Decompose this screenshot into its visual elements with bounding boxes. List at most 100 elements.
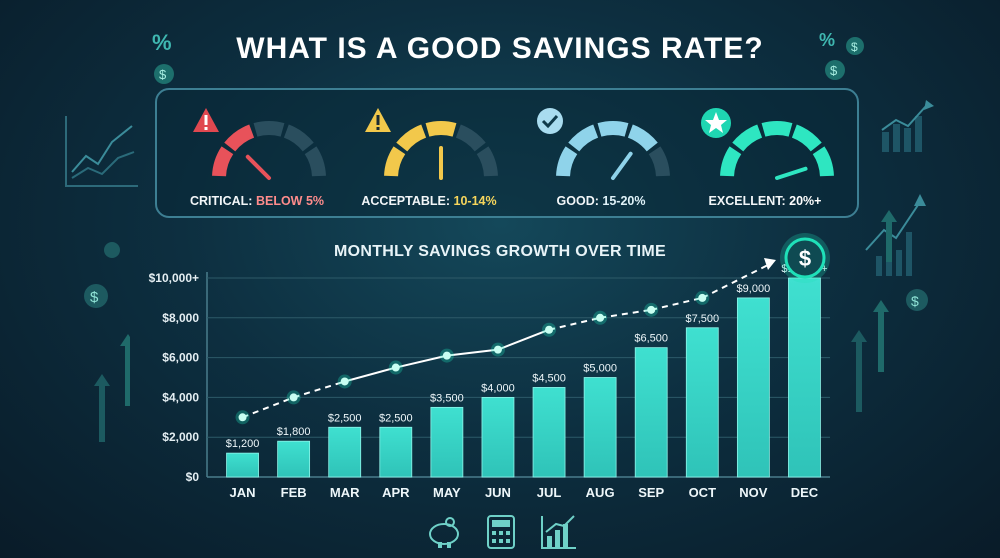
trend-point: [238, 413, 247, 422]
star-icon: [701, 108, 731, 138]
gauge-segment: [283, 124, 314, 152]
svg-text:$: $: [830, 63, 838, 78]
gauge-segment: [212, 146, 234, 177]
decor-icons-right: % $ $: [819, 30, 864, 80]
x-tick-label: FEB: [281, 485, 307, 500]
y-tick-label: $0: [186, 470, 200, 484]
gauge-segment: [720, 146, 742, 177]
bar-data-label: $4,500: [532, 372, 566, 384]
y-tick-label: $4,000: [162, 390, 199, 404]
gauge-needle: [611, 151, 633, 180]
gauge-meter: [384, 121, 498, 180]
svg-text:$: $: [851, 40, 858, 54]
trend-segment: [446, 348, 499, 357]
trend-segment: [599, 308, 652, 319]
bar: [430, 406, 464, 478]
gauge-needle: [245, 154, 271, 180]
gauge-segment: [384, 146, 406, 177]
gauge-excellent: EXCELLENT: 20%+: [677, 90, 853, 220]
x-tick-label: NOV: [739, 485, 768, 500]
gauge-segment: [761, 121, 793, 137]
trend-point: [596, 313, 605, 322]
trend-point: [391, 363, 400, 372]
svg-text:$: $: [90, 289, 99, 306]
gauge-critical: CRITICAL: BELOW 5%: [169, 90, 345, 220]
gauge-label: EXCELLENT: 20%+: [708, 194, 822, 208]
gauge-segment: [791, 124, 822, 152]
gauge-meter: [556, 121, 670, 180]
decor-bar-chart-icon: [881, 100, 934, 152]
check-icon: [537, 108, 563, 134]
bar-data-label: $7,500: [685, 313, 719, 325]
trend-point: [698, 293, 707, 302]
decor-icons-left: % $: [152, 30, 174, 84]
trend-projection: [701, 263, 771, 299]
decor-line-chart-icon: [65, 116, 138, 187]
bar-data-label: $1,200: [226, 438, 260, 450]
bar: [736, 297, 770, 478]
gauge-segment: [396, 124, 427, 152]
gauge-segment: [597, 121, 629, 137]
gauge-segment: [648, 146, 670, 177]
bar: [532, 387, 566, 478]
bar: [788, 277, 821, 478]
warning-icon: [193, 108, 219, 132]
bar-data-label: $1,800: [277, 426, 311, 438]
y-tick-label: $10,000+: [149, 271, 199, 285]
bar-data-label: $2,500: [328, 412, 362, 424]
chart-title: MONTHLY SAVINGS GROWTH OVER TIME: [334, 243, 666, 260]
trend-segment: [395, 354, 448, 369]
gauge-segment: [732, 124, 763, 152]
svg-text:$: $: [159, 67, 167, 82]
decor-arrows-right: $: [851, 210, 928, 412]
trend-segment: [548, 316, 601, 331]
bar: [481, 396, 515, 478]
gauge-segment: [455, 124, 486, 152]
calculator-icon: [487, 515, 515, 549]
bar-data-label: $2,500: [379, 412, 413, 424]
footer-icons: [429, 515, 576, 549]
page-title: WHAT IS A GOOD SAVINGS RATE?: [236, 32, 764, 65]
bar-data-label: $6,500: [634, 333, 668, 345]
gauge-segment: [476, 146, 498, 177]
trend-segment: [650, 296, 703, 311]
savings-rate-gauges: CRITICAL: BELOW 5% ACCEPTABLE: 10-14% GO…: [155, 88, 859, 218]
gauge-acceptable: ACCEPTABLE: 10-14%: [341, 90, 517, 220]
x-tick-label: JUN: [485, 485, 511, 500]
bar-data-label: $3,500: [430, 392, 464, 404]
bar: [379, 426, 413, 478]
x-tick-label: APR: [382, 485, 410, 500]
svg-text:$: $: [911, 293, 919, 309]
gauge-label: GOOD: 15-20%: [556, 194, 646, 208]
x-tick-label: JUL: [537, 485, 562, 500]
gauge-segment: [304, 146, 326, 177]
x-tick-label: SEP: [638, 485, 664, 500]
gauge-needle: [775, 166, 808, 180]
trend-arrowhead: [764, 258, 776, 270]
dollar-badge-icon: [784, 237, 826, 279]
growth-chart-icon: [541, 515, 576, 549]
gauge-label: ACCEPTABLE: 10-14%: [361, 194, 497, 208]
bar: [634, 347, 668, 478]
gauge-good: GOOD: 15-20%: [513, 90, 689, 220]
bar-data-label: $5,000: [583, 363, 617, 375]
gauge-segment: [556, 146, 578, 177]
trend-point: [545, 325, 554, 334]
gauge-segment: [568, 124, 599, 152]
bar: [277, 440, 311, 478]
gauge-segment: [253, 121, 285, 137]
svg-text:%: %: [152, 30, 172, 55]
gauge-meter: [212, 121, 326, 180]
gauge-segment: [224, 124, 255, 152]
gauge-meter: [720, 121, 834, 180]
trend-point: [493, 345, 502, 354]
gauge-segment: [627, 124, 658, 152]
svg-text:%: %: [819, 30, 835, 50]
gauge-segment: [425, 121, 457, 137]
decor-arrows-left: $: [84, 242, 130, 442]
y-tick-label: $8,000: [162, 311, 199, 325]
trend-point: [340, 377, 349, 386]
bar: [583, 377, 617, 478]
trend-segment: [242, 396, 294, 419]
